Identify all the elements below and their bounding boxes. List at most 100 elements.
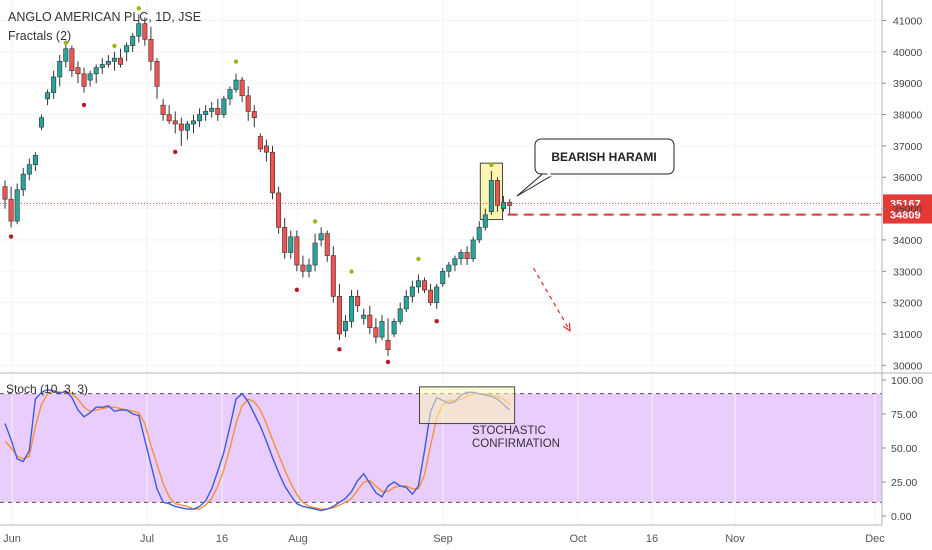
candle-body bbox=[245, 95, 251, 112]
candle-body bbox=[312, 242, 318, 266]
fractal-up-marker bbox=[416, 256, 421, 262]
chart-title: ANGLO AMERICAN PLC, 1D, JSE bbox=[8, 10, 201, 24]
x-tick-label: Jun bbox=[3, 533, 21, 545]
candle-body bbox=[227, 89, 233, 100]
candle-body bbox=[458, 252, 464, 260]
fractal-up-marker bbox=[489, 162, 494, 168]
candle-body bbox=[361, 314, 367, 319]
y-tick-label: 30000 bbox=[893, 360, 922, 372]
candle-body bbox=[8, 198, 14, 222]
fractal-up-marker bbox=[312, 219, 318, 224]
candle-body bbox=[45, 92, 51, 100]
candle-body bbox=[142, 23, 148, 40]
candle-body bbox=[494, 180, 500, 206]
candle-body bbox=[51, 76, 57, 93]
candle-body bbox=[263, 145, 269, 153]
x-tick-label: Oct bbox=[569, 533, 586, 545]
candle-body bbox=[294, 236, 300, 266]
y-tick-label: 40000 bbox=[893, 47, 922, 59]
candle-body bbox=[507, 202, 513, 206]
candle-body bbox=[324, 233, 330, 256]
x-tick-label: 16 bbox=[216, 533, 228, 545]
candle-body bbox=[409, 286, 415, 297]
callout-text: BEARISH HARAMI bbox=[551, 150, 656, 164]
candle-body bbox=[118, 57, 124, 65]
x-tick-label: Jul bbox=[140, 533, 154, 545]
candle-body bbox=[160, 104, 166, 115]
candle-body bbox=[69, 48, 75, 71]
fractal-down-marker bbox=[385, 359, 391, 365]
candle-body bbox=[93, 67, 99, 75]
candle-body bbox=[464, 252, 470, 260]
overlays bbox=[419, 267, 571, 425]
candle-body bbox=[403, 296, 409, 310]
candle-body bbox=[482, 214, 488, 228]
fractal-down-marker bbox=[173, 149, 178, 155]
candle-body bbox=[124, 45, 130, 53]
candle-body bbox=[270, 151, 276, 194]
callout-box bbox=[534, 138, 675, 175]
candle-body bbox=[440, 270, 446, 285]
callout: BEARISH HARAMI bbox=[516, 138, 675, 197]
support-tag bbox=[883, 205, 932, 224]
candle-body bbox=[154, 60, 160, 87]
candle-body bbox=[148, 39, 154, 62]
y-tick-label: 38000 bbox=[893, 110, 922, 122]
fractal-down-marker bbox=[81, 102, 87, 108]
candle-body bbox=[276, 192, 282, 228]
candle-body bbox=[215, 107, 221, 115]
candle-body bbox=[379, 321, 385, 338]
x-tick-label: Nov bbox=[725, 533, 745, 545]
candle-body bbox=[105, 60, 111, 65]
candle-body bbox=[14, 189, 20, 222]
candle-body bbox=[288, 236, 294, 253]
callout-pointer bbox=[516, 170, 552, 197]
fractal-up-marker bbox=[112, 43, 117, 49]
fractal-up-marker bbox=[63, 40, 68, 45]
candle-body bbox=[57, 60, 63, 78]
y-tick-label: 41000 bbox=[893, 16, 922, 28]
candle-body bbox=[415, 280, 421, 288]
stoch-tick-label: 50.00 bbox=[891, 443, 917, 455]
indicator-label: Fractals (2) bbox=[8, 29, 71, 43]
projection-arrow-head bbox=[563, 322, 571, 333]
stochastic-lines bbox=[4, 388, 511, 512]
candle-body bbox=[203, 111, 209, 115]
candle-body bbox=[318, 233, 324, 241]
x-tick-label: Sep bbox=[433, 533, 453, 545]
support-value: 34809 bbox=[890, 210, 921, 222]
candle-body bbox=[136, 23, 142, 37]
candle-body bbox=[75, 67, 81, 75]
candle-body bbox=[434, 286, 440, 303]
fractal-up-marker bbox=[233, 59, 239, 64]
candle-body bbox=[470, 239, 476, 260]
candle-body bbox=[38, 117, 44, 128]
candle-body bbox=[2, 186, 8, 200]
candle-body bbox=[172, 120, 178, 125]
candle-body bbox=[111, 57, 117, 62]
fractals bbox=[8, 6, 494, 365]
candle-body bbox=[166, 114, 172, 122]
candle-body bbox=[81, 73, 87, 87]
x-tick-label: 16 bbox=[646, 533, 658, 545]
candle-body bbox=[251, 111, 257, 118]
candles bbox=[2, 14, 513, 356]
stoch-tick-label: 100.00 bbox=[891, 375, 923, 387]
stoch-note-line2: CONFIRMATION bbox=[472, 438, 560, 450]
x-tick-label: Dec bbox=[865, 533, 885, 545]
candle-body bbox=[452, 258, 458, 266]
y-tick-label: 35000 bbox=[893, 204, 922, 216]
candle-body bbox=[501, 202, 507, 209]
stoch-label: Stoch (10, 3, 3) bbox=[6, 382, 88, 396]
fractal-up-marker bbox=[349, 269, 354, 274]
fractal-down-marker bbox=[337, 347, 342, 352]
fractal-down-marker bbox=[8, 234, 14, 239]
candle-body bbox=[385, 339, 391, 350]
projection-arrow-line bbox=[532, 267, 571, 332]
stoch-tick-label: 75.00 bbox=[891, 409, 917, 421]
candle-body bbox=[190, 120, 196, 125]
candle-body bbox=[99, 64, 105, 68]
candle-body bbox=[239, 79, 245, 97]
candle-body bbox=[336, 296, 342, 335]
